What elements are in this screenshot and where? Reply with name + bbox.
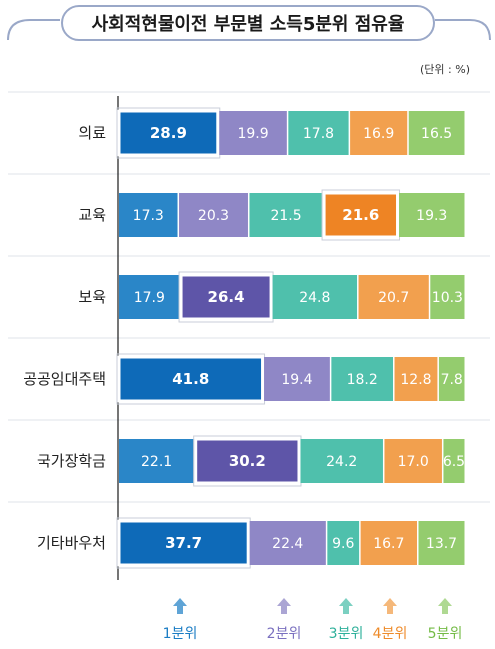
legend: 1분위 2분위 3분위 4분위 5분위 xyxy=(163,598,463,642)
bar-segment xyxy=(119,275,180,319)
bar-segment xyxy=(117,109,220,157)
data-label: 21.5 xyxy=(270,208,301,224)
bar-segment xyxy=(394,357,438,401)
category-label: 교육 xyxy=(78,206,106,224)
bar-segment xyxy=(384,439,442,483)
legend-item: 5분위 xyxy=(428,598,463,642)
category-label: 공공임대주택 xyxy=(23,370,106,388)
data-label: 21.6 xyxy=(342,206,379,224)
data-label: 6.5 xyxy=(443,454,465,470)
data-label: 28.9 xyxy=(150,124,187,142)
legend-item: 1분위 xyxy=(163,598,198,642)
legend-arrow-icon xyxy=(173,598,187,614)
legend-arrow-icon xyxy=(277,598,291,614)
bars-group: 28.9 19.9 17.8 16.9 16.5 17.3 20.3 21.5 21.6 19.3… xyxy=(116,107,465,569)
data-label: 9.6 xyxy=(332,536,354,552)
title-frame-line xyxy=(7,19,491,41)
title-box xyxy=(61,5,435,41)
data-label: 19.4 xyxy=(281,372,312,388)
bar-segment xyxy=(288,111,349,155)
bar-segment xyxy=(117,519,250,567)
legend-arrow-icon xyxy=(339,598,353,614)
bar-segment xyxy=(249,193,323,237)
bar-segment xyxy=(443,439,465,483)
bar-segment xyxy=(179,273,273,321)
data-label: 20.7 xyxy=(378,290,409,306)
legend-label: 2분위 xyxy=(267,626,302,642)
bar-segment xyxy=(264,357,330,401)
data-label: 37.7 xyxy=(165,534,202,552)
legend-arrow-icon xyxy=(383,598,397,614)
legend-label: 5분위 xyxy=(428,626,463,642)
bar-segment xyxy=(119,439,195,483)
bar-segment xyxy=(322,191,400,239)
legend-label: 1분위 xyxy=(163,626,198,642)
data-label: 26.4 xyxy=(208,288,245,306)
bar-segment xyxy=(360,521,418,565)
category-label: 의료 xyxy=(78,124,106,142)
bar-segment xyxy=(399,193,465,237)
bar-segment xyxy=(430,275,465,319)
legend-arrow-icon xyxy=(438,598,452,614)
bar-segment xyxy=(358,275,429,319)
data-label: 18.2 xyxy=(347,372,378,388)
legend-item: 2분위 xyxy=(267,598,302,642)
bar-segment xyxy=(219,111,287,155)
bar-segment xyxy=(331,357,394,401)
bar-segment xyxy=(408,111,465,155)
legend-label: 3분위 xyxy=(329,626,364,642)
data-label: 24.2 xyxy=(326,454,357,470)
data-label: 20.3 xyxy=(198,208,229,224)
bar-segment xyxy=(300,439,383,483)
bar-segment xyxy=(179,193,248,237)
data-label: 16.5 xyxy=(421,126,452,142)
data-label: 17.9 xyxy=(134,290,165,306)
chart-title: 사회적현물이전 부문별 소득5분위 점유율 xyxy=(92,14,405,35)
bar-segment xyxy=(350,111,408,155)
data-label: 41.8 xyxy=(172,370,209,388)
bar-segment xyxy=(272,275,358,319)
bar-segment xyxy=(249,521,326,565)
data-label: 22.4 xyxy=(272,536,303,552)
data-label: 30.2 xyxy=(229,452,266,470)
data-label: 10.3 xyxy=(432,290,463,306)
unit-label: (단위 : %) xyxy=(420,63,470,76)
data-label: 12.8 xyxy=(400,372,431,388)
data-label: 16.9 xyxy=(363,126,394,142)
data-label: 24.8 xyxy=(299,290,330,306)
data-label: 19.9 xyxy=(237,126,268,142)
data-label: 17.3 xyxy=(133,208,164,224)
bar-segment xyxy=(327,521,360,565)
category-separators xyxy=(8,91,490,580)
category-label: 기타바우처 xyxy=(37,534,106,552)
data-label: 7.8 xyxy=(441,372,463,388)
legend-item: 3분위 xyxy=(329,598,364,642)
data-label: 16.7 xyxy=(373,536,404,552)
bar-segment xyxy=(438,357,465,401)
bar-segment xyxy=(117,355,265,403)
category-label: 보육 xyxy=(78,288,106,306)
bar-segment xyxy=(418,521,465,565)
category-label: 국가장학금 xyxy=(37,452,106,470)
legend-label: 4분위 xyxy=(373,626,408,642)
data-label: 17.8 xyxy=(303,126,334,142)
data-label: 17.0 xyxy=(398,454,429,470)
bar-segment xyxy=(194,437,301,485)
data-label: 19.3 xyxy=(416,208,447,224)
data-label: 22.1 xyxy=(141,454,172,470)
legend-item: 4분위 xyxy=(373,598,408,642)
bar-segment xyxy=(119,193,178,237)
data-label: 13.7 xyxy=(426,536,457,552)
